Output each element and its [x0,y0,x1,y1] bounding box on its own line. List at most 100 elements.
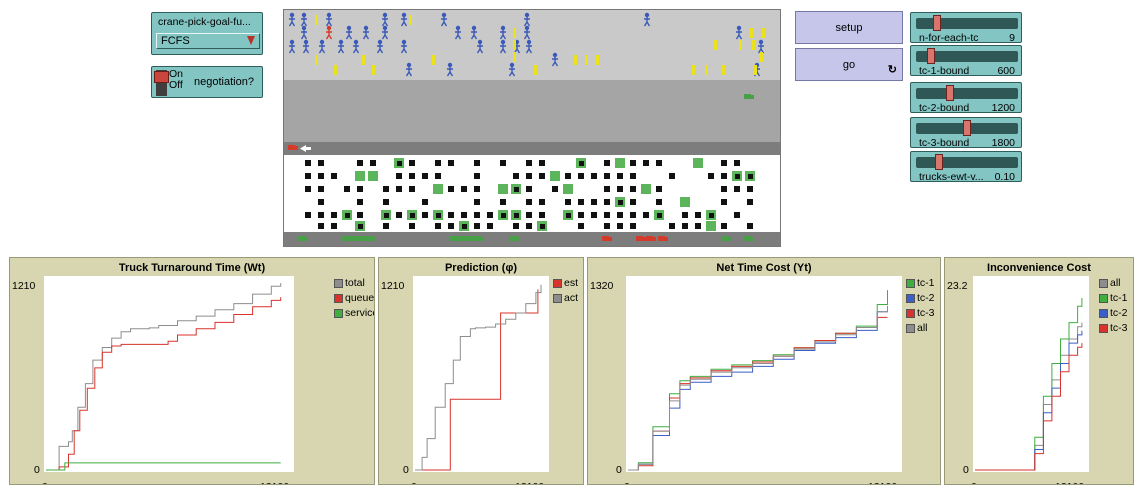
container-icon [305,160,311,166]
container-icon [526,212,532,218]
legend-swatch-icon [334,293,343,303]
container-icon [539,160,545,166]
container-icon [514,187,519,192]
container-icon [526,186,532,192]
plot-0: Truck Turnaround Time (Wt) 1210 0 0 13100 tot… [9,257,375,485]
container-icon [669,223,675,229]
container-icon [318,223,324,229]
negotiation-switch[interactable]: On Off negotiation? [151,66,263,98]
legend-swatch-icon [553,278,562,288]
slider-track[interactable] [916,154,1018,170]
person-marker-icon [692,65,695,75]
entry-lane [284,142,780,155]
chooser-dropdown[interactable]: FCFS [156,33,260,49]
container-icon [617,186,623,192]
container-icon [513,223,519,229]
person-marker-icon [513,28,516,38]
legend-label: tc-3 [917,307,935,319]
legend-item: tc-2 [906,292,935,304]
left-arrow-icon [300,145,311,152]
person-icon [525,39,533,54]
person-marker-icon [513,40,516,50]
container-green-icon [680,197,690,207]
slider-name: tc-2-bound [919,102,970,114]
slider-track[interactable] [916,15,1018,31]
person-marker-icon [750,28,753,38]
container-icon [422,212,428,218]
container-icon [370,160,376,166]
container-icon [318,173,324,179]
slider-track[interactable] [916,85,1018,101]
switch-on-label: On [169,68,184,80]
switch-knob-icon[interactable] [154,71,169,83]
person-marker-icon [334,65,337,75]
slider-handle-icon[interactable] [946,85,954,101]
container-icon [669,173,675,179]
slider-0[interactable]: n-for-each-tc 9 [910,12,1022,44]
legend-label: tc-1 [1110,292,1128,304]
truck-icon [658,236,668,241]
plot-title: Prediction (φ) [444,262,518,274]
slider-4[interactable]: trucks-ewt-v... 0.10 [910,151,1022,183]
truck-icon [510,236,520,241]
legend-item: all [1099,277,1121,289]
person-icon [325,25,333,40]
container-yard [284,155,780,232]
person-icon [470,25,478,40]
person-marker-icon [722,65,725,75]
setup-button[interactable]: setup [795,11,903,44]
slider-handle-icon[interactable] [935,154,943,170]
container-icon [695,212,701,218]
container-icon [318,212,324,218]
world-canvas [284,10,780,246]
truck-icon [744,236,754,241]
container-icon [734,186,740,192]
container-green-icon [433,184,443,194]
dropdown-arrow-icon[interactable] [247,36,255,45]
container-icon [656,186,662,192]
slider-2[interactable]: tc-2-bound 1200 [910,82,1022,114]
container-icon [604,186,610,192]
series-line-tc-1 [975,298,1083,471]
slider-track[interactable] [916,120,1018,136]
container-icon [526,199,532,205]
container-icon [565,173,571,179]
container-icon [630,160,636,166]
legend-swatch-icon [334,278,343,288]
slider-handle-icon[interactable] [963,120,971,136]
person-icon [440,12,448,27]
slider-handle-icon[interactable] [927,48,935,64]
container-icon [474,186,480,192]
person-icon [400,39,408,54]
person-icon [362,25,370,40]
person-icon [376,39,384,54]
person-icon [757,39,765,54]
slider-handle-icon[interactable] [933,15,941,31]
container-icon [682,223,688,229]
container-icon [448,212,454,218]
crane-pick-goal-chooser[interactable]: crane-pick-goal-fu... FCFS [151,12,263,55]
go-button[interactable]: go ↻ [795,48,903,81]
container-icon [566,213,571,218]
container-icon [448,186,454,192]
container-icon [721,199,727,205]
container-icon [501,213,506,218]
container-icon [305,186,311,192]
container-icon [514,213,519,218]
container-icon [539,173,545,179]
container-icon [500,160,506,166]
series-line-queue [46,297,282,471]
slider-track[interactable] [916,48,1018,64]
container-icon [305,212,311,218]
container-icon [657,213,662,218]
person-icon [499,25,507,40]
container-icon [552,186,558,192]
person-icon [523,25,531,40]
container-icon [604,223,610,229]
truck-icon [366,236,376,241]
switch-track[interactable] [154,70,169,96]
slider-3[interactable]: tc-3-bound 1800 [910,117,1022,149]
container-icon [604,199,610,205]
container-icon [474,212,480,218]
slider-1[interactable]: tc-1-bound 600 [910,45,1022,77]
